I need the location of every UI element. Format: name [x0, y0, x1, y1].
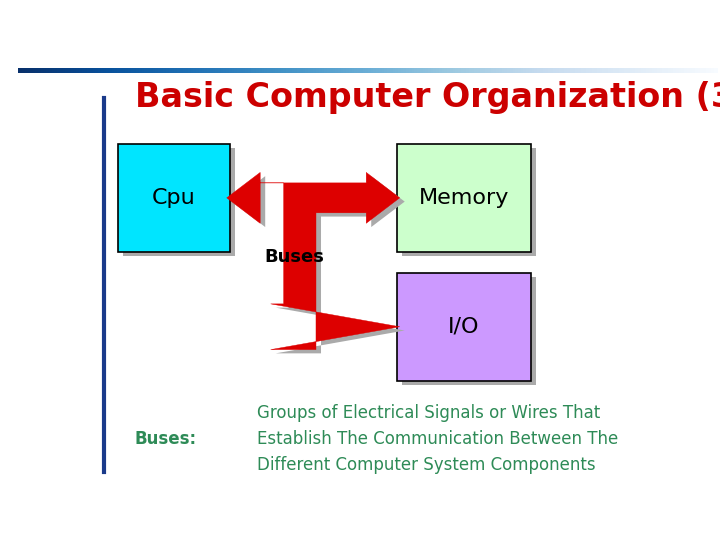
- FancyBboxPatch shape: [402, 277, 536, 385]
- FancyBboxPatch shape: [118, 144, 230, 252]
- Text: Groups of Electrical Signals or Wires That
Establish The Communication Between T: Groups of Electrical Signals or Wires Th…: [258, 403, 618, 475]
- Text: Basic Computer Organization (3): Basic Computer Organization (3): [135, 82, 720, 114]
- Polygon shape: [232, 176, 405, 353]
- Polygon shape: [227, 172, 400, 349]
- Text: Buses:: Buses:: [135, 430, 197, 448]
- FancyBboxPatch shape: [124, 148, 235, 256]
- Text: I/O: I/O: [448, 317, 480, 337]
- Text: Buses: Buses: [264, 248, 324, 266]
- FancyBboxPatch shape: [402, 148, 536, 256]
- FancyBboxPatch shape: [397, 144, 531, 252]
- Text: Memory: Memory: [418, 188, 509, 208]
- FancyBboxPatch shape: [397, 273, 531, 381]
- Text: Cpu: Cpu: [152, 188, 196, 208]
